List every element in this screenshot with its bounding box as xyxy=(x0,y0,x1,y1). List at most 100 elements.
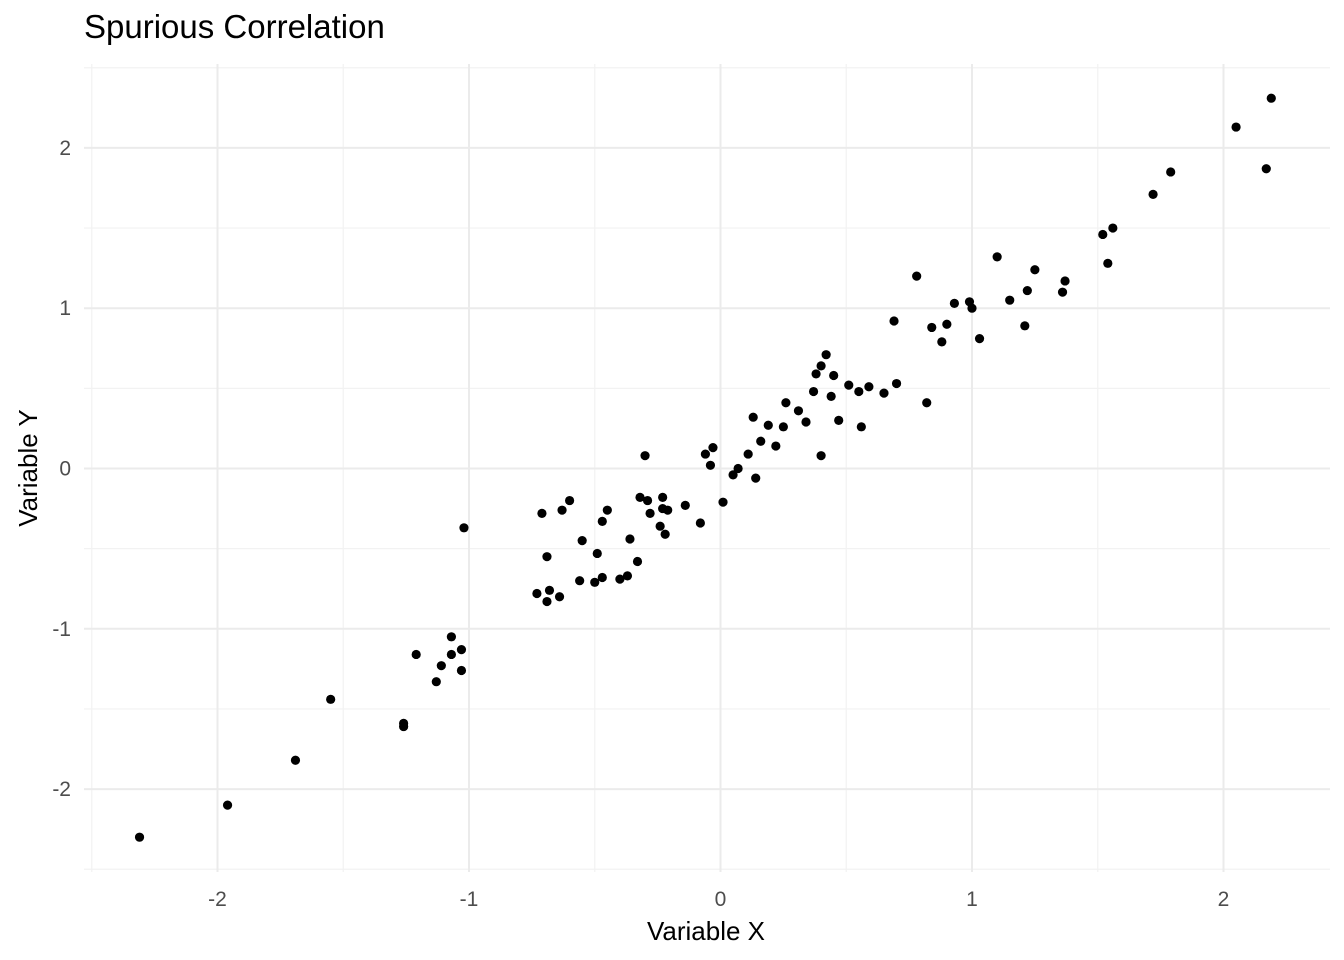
y-axis-title: Variable Y xyxy=(13,409,43,527)
data-point xyxy=(949,298,959,308)
data-point xyxy=(781,398,791,408)
chart-title: Spurious Correlation xyxy=(84,8,385,45)
y-tick-label: 1 xyxy=(59,297,71,320)
data-point xyxy=(446,649,456,660)
data-point xyxy=(829,370,839,381)
data-point xyxy=(290,755,301,765)
data-point xyxy=(854,386,864,397)
data-point xyxy=(801,417,811,427)
data-point xyxy=(658,492,668,502)
data-point xyxy=(625,534,635,544)
data-point xyxy=(889,316,899,326)
data-point xyxy=(763,420,773,430)
data-point xyxy=(537,508,547,518)
data-point xyxy=(1266,93,1276,103)
data-point xyxy=(632,556,643,567)
data-point xyxy=(222,800,233,810)
data-point xyxy=(937,337,947,347)
data-point xyxy=(635,492,645,502)
data-point xyxy=(660,529,670,539)
data-point xyxy=(1148,189,1158,199)
data-point xyxy=(1060,276,1070,286)
data-point xyxy=(326,694,336,704)
data-point xyxy=(1108,223,1118,233)
data-point xyxy=(927,322,937,333)
data-point xyxy=(575,576,585,586)
data-point xyxy=(856,422,866,432)
data-point xyxy=(590,577,600,587)
data-points xyxy=(134,93,1276,842)
data-point xyxy=(645,508,655,518)
y-tick-label: -2 xyxy=(52,778,71,801)
data-point xyxy=(879,388,889,398)
x-axis-tick-labels: -2 -1 0 1 2 xyxy=(208,888,1229,911)
y-axis-tick-labels: -2 -1 0 1 2 xyxy=(52,137,71,801)
data-point xyxy=(942,319,952,329)
data-point xyxy=(808,386,819,397)
data-point xyxy=(912,271,922,281)
data-point xyxy=(557,505,567,515)
x-tick-label: 1 xyxy=(966,888,978,911)
data-point xyxy=(565,495,575,506)
data-point xyxy=(743,449,753,459)
data-point xyxy=(1261,164,1271,174)
data-point xyxy=(992,252,1002,262)
data-point xyxy=(456,665,467,676)
data-point xyxy=(597,516,607,526)
x-tick-label: 2 xyxy=(1218,888,1230,911)
data-point xyxy=(532,588,542,599)
data-point xyxy=(1103,258,1113,268)
data-point xyxy=(1030,265,1040,275)
y-tick-label: 0 xyxy=(59,458,71,481)
data-point xyxy=(728,470,738,480)
data-point xyxy=(431,677,441,687)
data-point xyxy=(778,422,788,432)
data-point xyxy=(615,574,625,584)
grid-major xyxy=(84,64,1330,872)
data-point xyxy=(1166,167,1176,177)
data-point xyxy=(622,571,633,581)
data-point xyxy=(891,378,902,389)
data-point xyxy=(821,350,831,360)
data-point xyxy=(967,303,977,313)
data-point xyxy=(544,585,555,595)
x-tick-label: -2 xyxy=(208,888,227,911)
x-tick-label: 0 xyxy=(715,888,727,911)
data-point xyxy=(134,832,145,842)
data-point xyxy=(597,572,607,583)
data-point xyxy=(811,369,821,379)
data-point xyxy=(655,521,665,531)
data-point xyxy=(1022,285,1032,296)
data-point xyxy=(602,505,612,515)
data-point xyxy=(771,441,781,451)
data-point xyxy=(718,497,728,507)
data-point xyxy=(1020,321,1030,331)
data-point xyxy=(554,592,565,602)
y-tick-label: -1 xyxy=(52,618,71,641)
data-point xyxy=(793,406,804,416)
data-point xyxy=(577,536,587,546)
data-point xyxy=(708,443,718,453)
y-tick-label: 2 xyxy=(59,137,71,160)
data-point xyxy=(542,596,552,607)
data-point xyxy=(1005,295,1015,305)
data-point xyxy=(592,548,602,559)
data-point xyxy=(456,645,467,655)
data-point xyxy=(816,361,826,371)
data-point xyxy=(680,500,690,510)
data-point xyxy=(663,505,673,515)
data-point xyxy=(974,334,985,344)
data-point xyxy=(864,382,874,392)
data-point xyxy=(751,473,761,483)
data-point xyxy=(436,661,446,671)
data-point xyxy=(446,632,456,642)
data-point xyxy=(642,495,653,506)
data-point xyxy=(756,436,766,446)
data-point xyxy=(695,518,705,528)
x-tick-label: -1 xyxy=(460,888,479,911)
data-point xyxy=(459,523,469,533)
data-point xyxy=(640,451,650,461)
data-point xyxy=(816,451,826,461)
data-point xyxy=(844,380,854,390)
